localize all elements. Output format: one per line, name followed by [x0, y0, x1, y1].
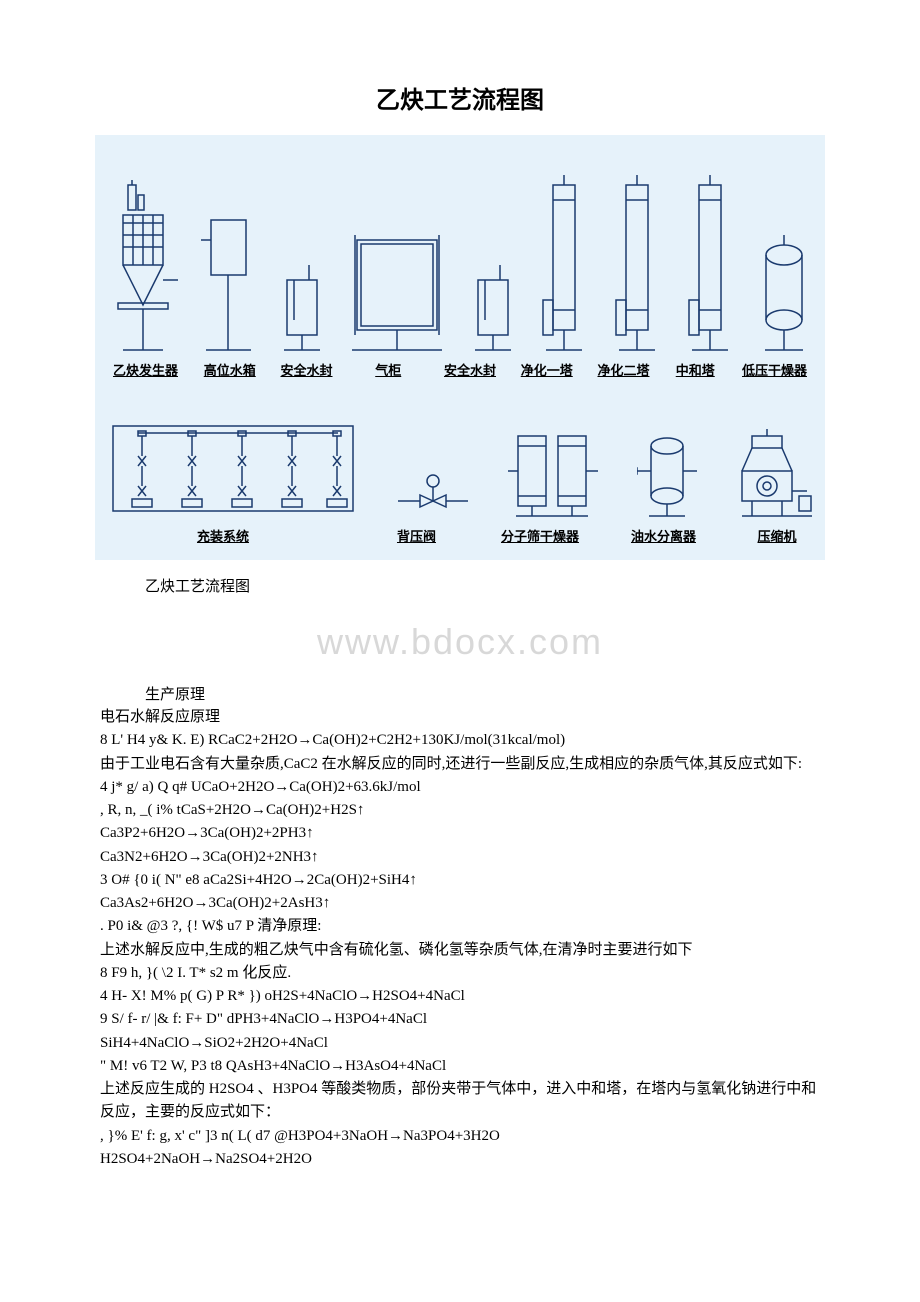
label-water-tank: 高位水箱	[200, 360, 260, 379]
diagram-top-row	[100, 145, 820, 355]
top-label-row: 乙炔发生器 高位水箱 安全水封 气柜 安全水封 净化一塔 净化二塔 中和塔 低压…	[100, 355, 820, 379]
label-molsieve: 分子筛干燥器	[495, 526, 585, 545]
equip-water-seal-2	[470, 250, 515, 355]
water-seal-icon	[279, 250, 324, 355]
body-text: 电石水解反应原理 8 L' H4 y& K. E) RCaC2+2H2O→Ca(…	[95, 706, 825, 1171]
equip-lp-dryer	[757, 230, 812, 355]
mol-sieve-icon	[508, 421, 598, 521]
water-tank-icon	[201, 210, 256, 355]
label-filling: 充装系统	[108, 526, 338, 545]
label-gas-holder: 气柜	[353, 360, 423, 379]
body-line: Ca3P2+6H2O→3Ca(OH)2+2PH3↑	[100, 822, 820, 845]
body-line: 3 O# {0 i( N" e8 aCa2Si+4H2O→2Ca(OH)2+Si…	[100, 869, 820, 892]
body-line: 4 H- X! M% p( G) P R* }) oH2S+4NaClO→H2S…	[100, 985, 820, 1008]
section-header: 生产原理	[95, 678, 825, 706]
filling-system-icon	[108, 411, 358, 521]
bottom-label-row: 充装系统 背压阀 分子筛干燥器 油水分离器 压缩机	[100, 521, 820, 555]
body-line: H2SO4+2NaOH→Na2SO4+2H2O	[100, 1148, 820, 1171]
label-water-seal-2: 安全水封	[440, 360, 500, 379]
body-line: Ca3As2+6H2O→3Ca(OH)2+2AsH3↑	[100, 892, 820, 915]
equip-neutral-tower	[684, 170, 734, 355]
watermark-text: www.bdocx.com	[95, 621, 825, 663]
body-line: 9 S/ f- r/ |& f: F+ D" dPH3+4NaClO→H3PO4…	[100, 1008, 820, 1031]
label-separator: 油水分离器	[619, 526, 709, 545]
generator-icon	[108, 175, 178, 355]
equip-mol-sieve-dryer	[508, 421, 598, 521]
equip-water-seal-1	[279, 250, 324, 355]
equip-oil-water-sep	[637, 426, 697, 521]
body-line: 4 j* g/ a) Q q# UCaO+2H2O→Ca(OH)2+63.6kJ…	[100, 776, 820, 799]
equip-generator	[108, 175, 178, 355]
dryer-icon	[757, 230, 812, 355]
equip-gas-holder	[347, 225, 447, 355]
label-generator: 乙炔发生器	[108, 360, 183, 379]
label-compressor: 压缩机	[742, 526, 812, 545]
body-line: 由于工业电石含有大量杂质,CaC2 在水解反应的同时,还进行一些副反应,生成相应…	[100, 753, 820, 776]
body-line: 上述反应生成的 H2SO4 、H3PO4 等酸类物质，部份夹带于气体中，进入中和…	[100, 1078, 820, 1125]
water-seal-icon	[470, 250, 515, 355]
equip-purify-tower-1	[538, 170, 588, 355]
page-title: 乙炔工艺流程图	[95, 80, 825, 115]
equip-back-pressure-valve	[398, 451, 468, 521]
tower-icon	[611, 170, 661, 355]
body-line: Ca3N2+6H2O→3Ca(OH)2+2NH3↑	[100, 846, 820, 869]
valve-icon	[398, 451, 468, 521]
compressor-icon	[737, 421, 812, 521]
diagram-caption: 乙炔工艺流程图	[95, 560, 825, 606]
equip-water-tank	[201, 210, 256, 355]
body-line: " M! v6 T2 W, P3 t8 QAsH3+4NaClO→H3AsO4+…	[100, 1055, 820, 1078]
tower-icon	[684, 170, 734, 355]
body-line: 上述水解反应中,生成的粗乙炔气中含有硫化氢、磷化氢等杂质气体,在清净时主要进行如…	[100, 939, 820, 962]
gas-holder-icon	[347, 225, 447, 355]
body-line: 电石水解反应原理	[100, 706, 820, 729]
body-line: SiH4+4NaClO→SiO2+2H2O+4NaCl	[100, 1032, 820, 1055]
body-line: . P0 i& @3 ?, {! W$ u7 P 清净原理:	[100, 915, 820, 938]
label-purify-1: 净化一塔	[517, 360, 577, 379]
separator-icon	[637, 426, 697, 521]
label-neutral: 中和塔	[670, 360, 720, 379]
body-line: , R, n, _( i% tCaS+2H2O→Ca(OH)2+H2S↑	[100, 799, 820, 822]
tower-icon	[538, 170, 588, 355]
diagram-bottom-row	[100, 391, 820, 521]
body-line: , }% E' f: g, x' c" ]3 n( L( d7 @H3PO4+3…	[100, 1125, 820, 1148]
body-line: 8 L' H4 y& K. E) RCaC2+2H2O→Ca(OH)2+C2H2…	[100, 729, 820, 752]
body-line: 8 F9 h, }( \2 I. T* s2 m 化反应.	[100, 962, 820, 985]
label-lp-dryer: 低压干燥器	[737, 360, 812, 379]
label-bpvalve: 背压阀	[372, 526, 462, 545]
label-purify-2: 净化二塔	[594, 360, 654, 379]
equip-purify-tower-2	[611, 170, 661, 355]
equip-filling-system	[108, 411, 358, 521]
process-diagram: 乙炔发生器 高位水箱 安全水封 气柜 安全水封 净化一塔 净化二塔 中和塔 低压…	[95, 135, 825, 560]
equip-compressor	[737, 421, 812, 521]
label-water-seal-1: 安全水封	[277, 360, 337, 379]
